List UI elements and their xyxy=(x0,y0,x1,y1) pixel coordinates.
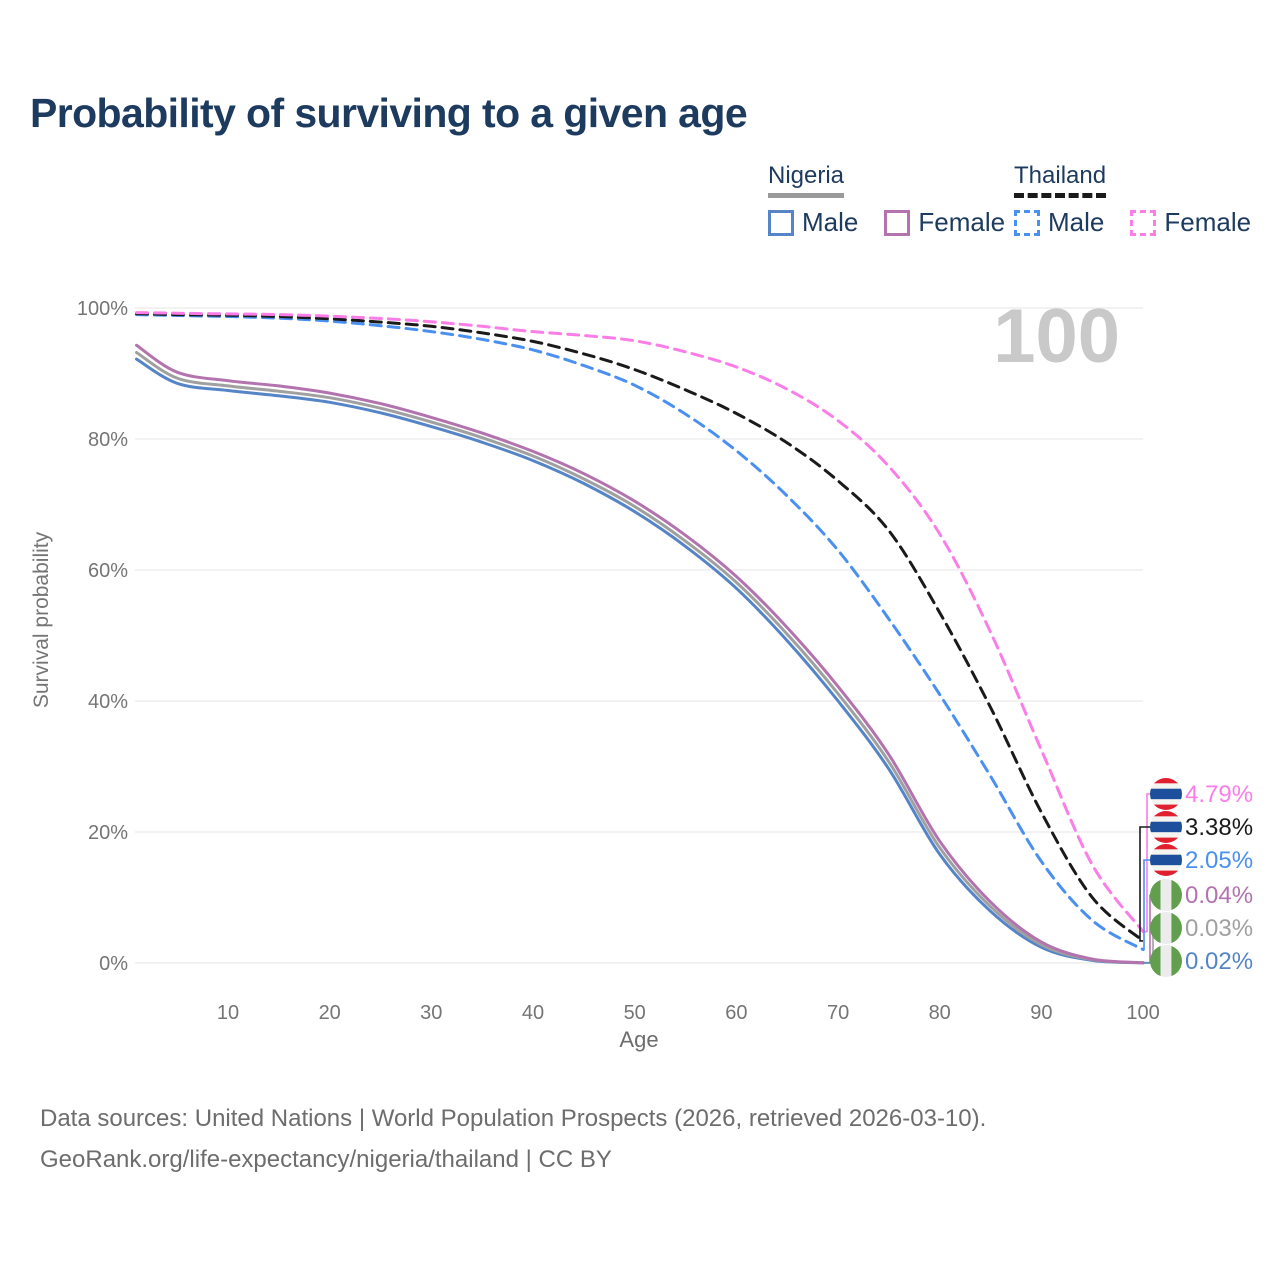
x-tick-label: 50 xyxy=(624,1002,646,1024)
thailand-female-swatch-icon xyxy=(1130,209,1157,236)
x-tick-label: 10 xyxy=(217,1002,239,1024)
legend-item-nigeria-female[interactable]: Female xyxy=(884,207,1005,238)
x-tick-label: 100 xyxy=(1126,1002,1159,1024)
legend-country-nigeria: Nigeria xyxy=(768,162,845,198)
legend-label-nigeria-female: Female xyxy=(918,207,1006,237)
x-tick-label: 30 xyxy=(420,1002,442,1024)
thailand-male-swatch-icon xyxy=(1014,209,1040,236)
legend: Nigeria Male Female Thailand Male xyxy=(0,162,1280,242)
attribution-line: GeoRank.org/life-expectancy/nigeria/thai… xyxy=(40,1146,612,1173)
legend-label-thailand-female: Female xyxy=(1164,207,1252,237)
nigeria-flag-icon xyxy=(1150,879,1182,911)
end-value-label: 0.04% xyxy=(1185,882,1253,909)
legend-group-nigeria: Nigeria Male Female xyxy=(768,162,1005,238)
footer: Data sources: United Nations | World Pop… xyxy=(40,1098,986,1180)
legend-item-thailand-male[interactable]: Male xyxy=(1014,207,1104,238)
legend-item-nigeria-male[interactable]: Male xyxy=(768,207,858,238)
line-thailand-female xyxy=(135,311,1145,934)
nigeria-flag-icon xyxy=(1150,912,1182,944)
y-tick-label: 100% xyxy=(77,298,128,320)
nigeria-flag-icon xyxy=(1150,945,1182,977)
legend-country-thailand: Thailand xyxy=(1014,162,1107,198)
y-tick-label: 20% xyxy=(88,822,128,844)
y-tick-label: 40% xyxy=(88,691,128,713)
line-nigeria-both xyxy=(135,351,1145,965)
x-tick-label: 60 xyxy=(725,1002,747,1024)
end-value-label: 0.02% xyxy=(1185,948,1253,975)
age-watermark: 100 xyxy=(993,294,1120,379)
legend-label-nigeria-male: Male xyxy=(802,207,859,237)
end-value-label: 0.03% xyxy=(1185,915,1253,942)
thailand-flag-icon xyxy=(1150,778,1182,810)
legend-label-thailand-male: Male xyxy=(1048,207,1105,237)
thailand-flag-icon xyxy=(1150,844,1182,876)
data-sources-line: Data sources: United Nations | World Pop… xyxy=(40,1105,987,1132)
nigeria-male-swatch-icon xyxy=(768,209,794,236)
end-value-label: 4.79% xyxy=(1185,781,1253,808)
thailand-flag-icon xyxy=(1150,811,1182,843)
end-label-connector xyxy=(1143,793,1151,933)
y-axis-title: Survival probability xyxy=(30,531,53,708)
page-title: Probability of surviving to a given age xyxy=(30,90,748,136)
line-nigeria-male xyxy=(135,357,1145,965)
nigeria-female-swatch-icon xyxy=(884,209,911,236)
legend-group-thailand: Thailand Male Female xyxy=(1014,162,1251,238)
x-axis-title: Age xyxy=(619,1027,658,1052)
line-thailand-both xyxy=(135,312,1145,943)
end-value-label: 3.38% xyxy=(1185,814,1253,841)
legend-item-thailand-female[interactable]: Female xyxy=(1130,207,1251,238)
x-tick-label: 90 xyxy=(1030,1002,1052,1024)
x-tick-label: 70 xyxy=(827,1002,849,1024)
end-value-label: 2.05% xyxy=(1185,847,1253,874)
y-tick-label: 60% xyxy=(88,560,128,582)
x-tick-label: 20 xyxy=(319,1002,341,1024)
end-label-connector xyxy=(1143,859,1151,951)
x-tick-label: 40 xyxy=(522,1002,544,1024)
end-label-connector xyxy=(1139,826,1151,942)
line-nigeria-female xyxy=(135,343,1145,965)
y-tick-label: 0% xyxy=(99,953,128,975)
line-thailand-male xyxy=(135,313,1145,952)
y-tick-label: 80% xyxy=(88,429,128,451)
x-tick-label: 80 xyxy=(929,1002,951,1024)
